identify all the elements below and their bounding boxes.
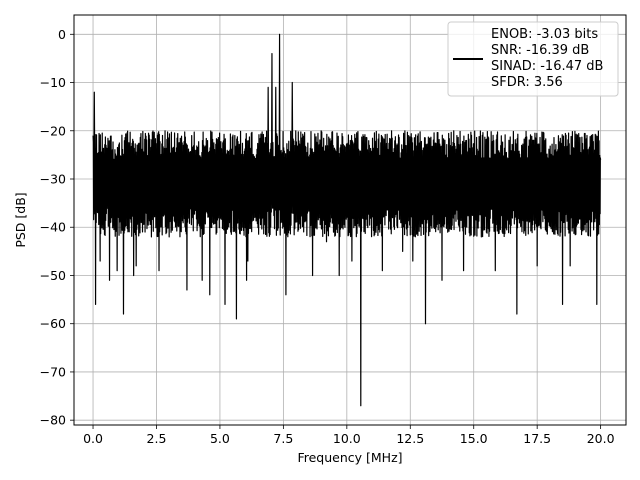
y-tick-label: −50 xyxy=(40,268,66,283)
y-tick-label: 0 xyxy=(58,27,66,42)
psd-series-line xyxy=(92,33,602,407)
y-tick-label: −60 xyxy=(40,316,66,331)
x-tick-label: 20.0 xyxy=(587,431,615,446)
y-tick-label: −70 xyxy=(40,364,66,379)
plot-frame xyxy=(73,14,627,426)
x-tick-label: 0.0 xyxy=(83,431,103,446)
x-tick-label: 5.0 xyxy=(210,431,230,446)
x-tick-label: 7.5 xyxy=(273,431,293,446)
legend-text-sfdr: SFDR: 3.56 xyxy=(491,75,563,90)
y-tick-label: −40 xyxy=(40,220,66,235)
x-axis-label: Frequency [MHz] xyxy=(297,450,402,465)
legend-box xyxy=(447,21,619,97)
y-tick-label: −30 xyxy=(40,172,66,187)
x-tick-label: 2.5 xyxy=(147,431,167,446)
x-tick-label: 10.0 xyxy=(333,431,361,446)
x-tick-label: 12.5 xyxy=(396,431,424,446)
y-tick-label: −80 xyxy=(40,413,66,428)
legend-text-sinad: SINAD: -16.47 dB xyxy=(491,59,603,74)
x-tick-label: 15.0 xyxy=(460,431,488,446)
axis-ticks: 0.0 2.5 5.0 7.5 10.0 12.5 15.0 17.5 20.0 0 −10 −20 −… xyxy=(40,27,615,446)
x-tick-label: 17.5 xyxy=(523,431,551,446)
y-axis-label: PSD [dB] xyxy=(13,192,28,247)
legend-text-enob: ENOB: -3.03 bits xyxy=(491,27,598,42)
legend-text-snr: SNR: -16.39 dB xyxy=(491,43,589,58)
legend: ENOB: -3.03 bits SNR: -16.39 dB SINAD: -… xyxy=(447,21,619,97)
series-layer xyxy=(92,33,602,407)
y-tick-label: −20 xyxy=(40,123,66,138)
y-tick-label: −10 xyxy=(40,75,66,90)
